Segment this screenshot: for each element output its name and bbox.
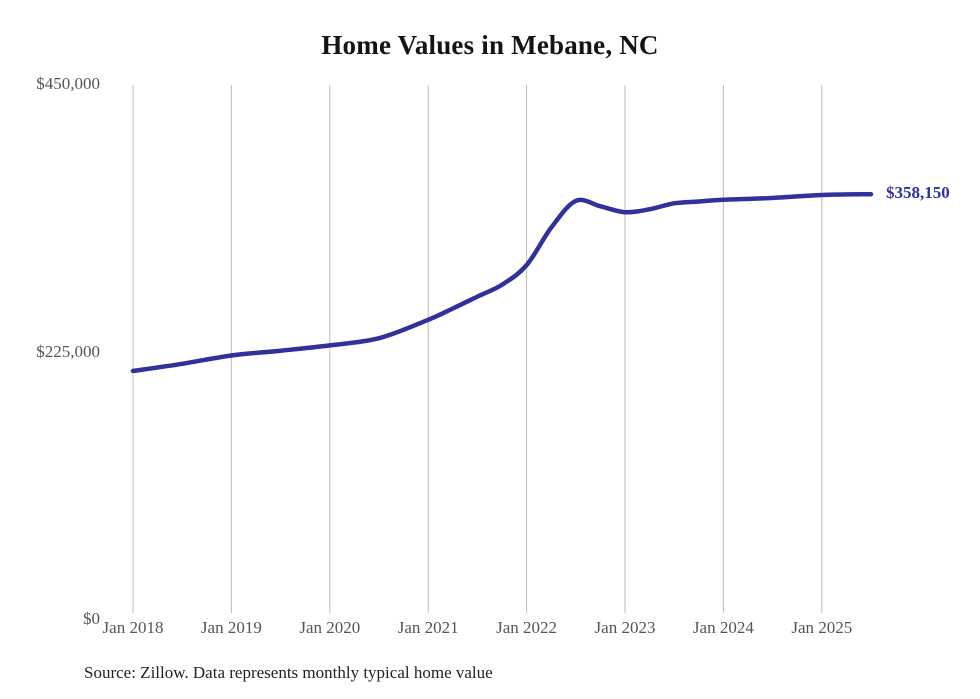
y-tick-label: $450,000 [36,74,100,93]
gridlines-group [132,85,823,613]
y-tick-label: $225,000 [36,341,100,361]
x-tick-label: Jan 2025 [791,618,853,637]
x-tick-label: Jan 2022 [496,618,558,637]
source-note: Source: Zillow. Data represents monthly … [84,663,493,682]
y-tick-label: $0 [83,609,100,628]
x-tick-label: Jan 2018 [102,618,164,637]
x-tick-label: Jan 2019 [200,618,262,637]
x-tick-label: Jan 2024 [692,618,754,637]
end-value-label: $358,150 [886,183,950,203]
x-tick-label: Jan 2023 [594,618,656,637]
home-value-line [130,191,874,374]
x-tick-label: Jan 2020 [299,618,361,637]
x-tick-label: Jan 2021 [397,618,459,637]
chart-title: Home Values in Mebane, NC [321,30,659,60]
